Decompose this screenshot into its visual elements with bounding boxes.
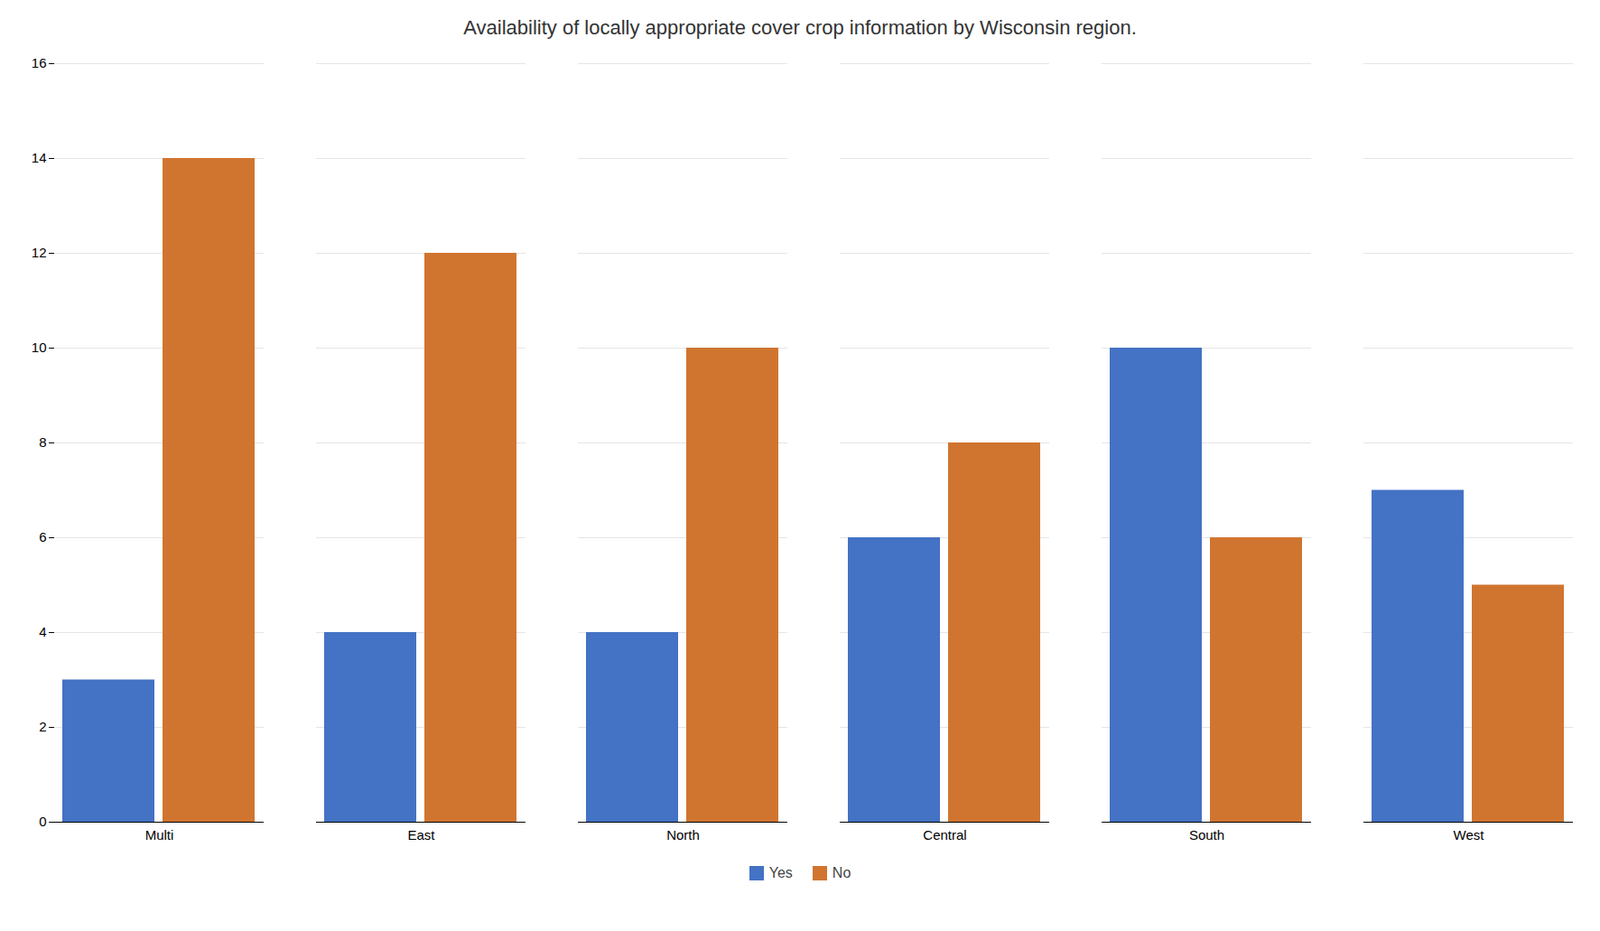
svg-text:14: 14 <box>31 149 47 166</box>
svg-text:16: 16 <box>31 55 47 71</box>
svg-text:0: 0 <box>38 813 47 829</box>
svg-text:Central: Central <box>922 827 967 843</box>
html-text:Availability of locally approp: Availability of locally appropriate cove… <box>463 16 1137 39</box>
svg-text:10: 10 <box>31 339 47 355</box>
html-text:Yes: Yes <box>769 865 793 881</box>
svg-text:East: East <box>407 827 436 843</box>
html-text:No: No <box>832 865 851 881</box>
svg-text:12: 12 <box>31 244 47 261</box>
svg-text:West: West <box>1453 827 1486 843</box>
svg-text:North: North <box>666 827 700 843</box>
svg-text:2: 2 <box>38 718 47 735</box>
svg-text:Multi: Multi <box>145 827 175 843</box>
svg-text:South: South <box>1189 827 1225 843</box>
svg-text:6: 6 <box>38 529 47 545</box>
svg-text:4: 4 <box>38 623 47 640</box>
svg-text:8: 8 <box>38 434 47 450</box>
